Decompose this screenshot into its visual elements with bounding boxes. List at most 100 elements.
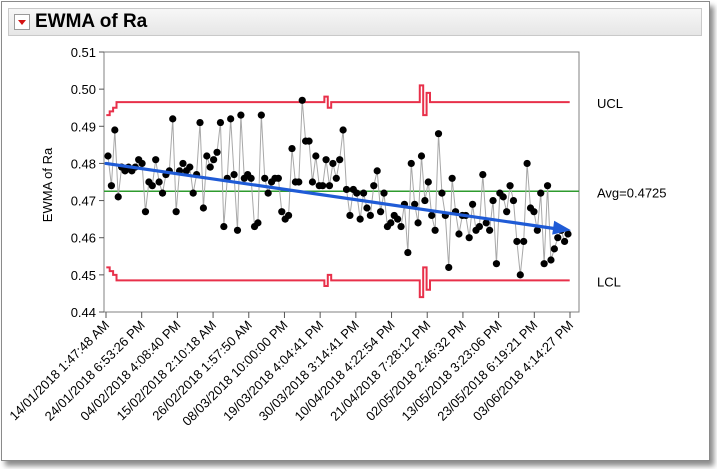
y-tick-label: 0.51 xyxy=(71,45,96,60)
ucl-line xyxy=(106,84,570,117)
data-point xyxy=(278,208,286,216)
data-point xyxy=(227,115,235,123)
data-point xyxy=(387,219,395,227)
data-point xyxy=(424,178,432,186)
data-point xyxy=(288,144,296,153)
data-point xyxy=(233,226,242,234)
data-point xyxy=(492,260,501,268)
data-point xyxy=(475,222,484,231)
trend-arrowhead xyxy=(552,220,571,235)
data-point xyxy=(550,245,558,253)
ewma-report-panel: EWMA of Ra 0.44 0.45 0.46 0.47 0.48 0.49 0.50 0… xyxy=(1,1,710,461)
ucl-label: UCL xyxy=(597,96,623,111)
data-point xyxy=(179,159,187,168)
data-point xyxy=(499,193,507,201)
trend-line xyxy=(104,161,563,232)
data-point xyxy=(417,152,426,160)
data-point xyxy=(284,211,293,220)
data-point xyxy=(138,159,146,168)
data-point xyxy=(455,230,463,238)
data-point xyxy=(158,189,167,197)
data-point xyxy=(254,219,262,227)
data-point xyxy=(114,193,122,201)
data-point xyxy=(404,248,412,257)
y-tick-label: 0.44 xyxy=(71,305,96,320)
data-point xyxy=(438,189,446,197)
data-point xyxy=(230,170,238,179)
data-point xyxy=(298,96,306,104)
data-point xyxy=(554,234,562,242)
ewma-chart: 0.440.450.460.470.480.490.500.51 14/01/2… xyxy=(6,45,667,429)
data-point xyxy=(141,208,150,216)
data-point xyxy=(305,137,313,145)
data-point xyxy=(155,178,163,186)
data-point xyxy=(411,200,419,208)
data-point xyxy=(264,189,272,197)
data-point xyxy=(274,174,282,182)
data-point xyxy=(210,156,218,164)
data-point xyxy=(203,152,211,160)
plot-frame xyxy=(103,51,580,313)
data-point xyxy=(506,182,514,190)
data-point xyxy=(111,126,119,134)
data-point xyxy=(537,189,545,197)
data-point xyxy=(479,170,487,179)
data-point xyxy=(189,189,197,197)
data-point xyxy=(523,159,531,168)
data-point xyxy=(148,182,156,190)
data-point xyxy=(346,211,354,220)
data-point xyxy=(516,271,524,279)
data-point xyxy=(370,182,378,190)
data-point xyxy=(353,189,361,197)
data-point xyxy=(312,152,320,160)
data-point xyxy=(482,219,490,227)
data-point xyxy=(329,159,337,168)
red-disclosure-triangle-icon[interactable] xyxy=(14,14,30,30)
outline-header[interactable]: EWMA of Ra xyxy=(8,8,702,36)
data-point xyxy=(543,182,552,190)
data-point xyxy=(421,196,429,205)
data-point xyxy=(322,156,330,164)
data-point xyxy=(186,163,194,171)
y-tick-label: 0.50 xyxy=(71,82,96,97)
data-point xyxy=(489,196,497,205)
data-point xyxy=(237,111,245,119)
data-point xyxy=(414,219,422,227)
data-point xyxy=(448,174,456,182)
data-point xyxy=(213,148,221,156)
data-point xyxy=(394,215,402,223)
data-point xyxy=(513,237,521,246)
data-point xyxy=(465,234,473,242)
data-point xyxy=(376,208,385,216)
data-point xyxy=(206,163,214,171)
data-point xyxy=(107,182,116,190)
data-point xyxy=(325,182,334,190)
data-point xyxy=(308,178,317,186)
report-title: EWMA of Ra xyxy=(35,11,148,32)
data-point xyxy=(169,115,177,123)
data-point xyxy=(356,215,364,223)
data-point xyxy=(295,178,303,186)
data-point xyxy=(339,126,347,134)
data-point xyxy=(172,208,180,216)
data-point xyxy=(332,174,340,182)
lcl-line xyxy=(106,266,570,299)
data-point xyxy=(319,182,327,190)
data-point xyxy=(359,189,368,197)
data-point xyxy=(257,111,265,119)
data-point xyxy=(530,208,538,216)
y-axis-label: EWMA of Ra xyxy=(40,147,55,222)
data-point xyxy=(199,204,208,212)
data-point xyxy=(261,174,269,182)
data-point xyxy=(431,226,439,234)
y-tick-label: 0.45 xyxy=(71,268,96,283)
data-point xyxy=(445,263,453,272)
center-line-label: Avg=0.4725 xyxy=(597,185,667,200)
data-point xyxy=(509,196,518,205)
data-point xyxy=(533,226,541,234)
data-point xyxy=(564,230,572,238)
y-tick-label: 0.48 xyxy=(71,156,96,171)
data-point xyxy=(540,260,548,268)
data-point xyxy=(520,237,528,246)
data-point xyxy=(220,222,228,231)
